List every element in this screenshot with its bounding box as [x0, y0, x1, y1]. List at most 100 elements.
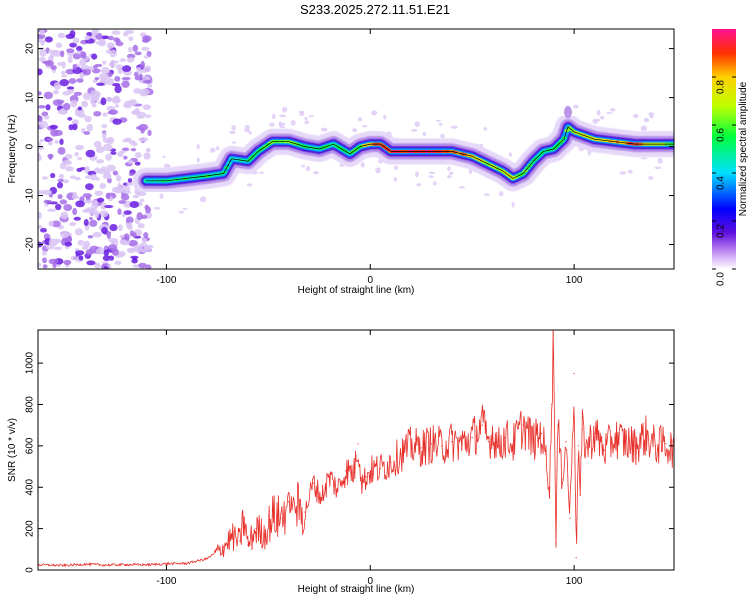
noise-speckle	[104, 204, 114, 209]
snr-data-point	[165, 563, 168, 565]
noise-speckle	[43, 115, 50, 120]
noise-speckle	[50, 65, 57, 70]
snr-data-point	[328, 476, 331, 478]
noise-speckle	[127, 46, 133, 53]
noise-speckle	[605, 111, 613, 114]
noise-speckle	[110, 151, 117, 155]
noise-speckle	[75, 144, 85, 151]
noise-speckle	[73, 216, 81, 221]
snr-data-point	[624, 441, 626, 443]
noise-speckle	[96, 159, 105, 164]
noise-speckle	[121, 76, 131, 81]
noise-speckle	[143, 232, 149, 238]
noise-speckle	[99, 72, 109, 81]
noise-speckle	[196, 157, 200, 163]
snr-data-point	[345, 470, 347, 472]
noise-speckle	[118, 250, 126, 257]
snr-data-point	[63, 564, 66, 567]
noise-speckle	[55, 203, 62, 211]
noise-speckle	[139, 88, 150, 95]
snr-data-point	[369, 470, 371, 472]
noise-speckle	[127, 248, 136, 254]
noise-speckle	[103, 143, 113, 152]
noise-speckle	[362, 125, 368, 128]
noise-speckle	[63, 179, 70, 184]
noise-speckle	[106, 42, 115, 49]
noise-speckle	[57, 194, 63, 200]
noise-speckle	[54, 140, 59, 144]
snr-data-point	[271, 515, 274, 517]
snr-data-point	[532, 441, 534, 443]
snr-data-point	[312, 482, 314, 484]
noise-speckle	[105, 97, 113, 102]
snr-data-point	[239, 540, 241, 542]
noise-speckle	[422, 131, 427, 137]
noise-speckle	[38, 33, 46, 39]
noise-speckle	[89, 173, 97, 181]
noise-speckle	[83, 219, 89, 227]
colorbar-tick-label: 0.0	[716, 272, 727, 286]
noise-speckle	[648, 176, 654, 180]
y-tick-label: 20	[25, 43, 36, 55]
snr-data-point	[304, 511, 306, 513]
snr-x-axis-label: Height of straight line (km)	[298, 584, 415, 595]
noise-speckle	[111, 30, 121, 35]
noise-speckle	[596, 118, 601, 122]
noise-speckle	[84, 115, 92, 123]
noise-speckle	[127, 178, 133, 183]
noise-speckle	[108, 244, 118, 251]
noise-speckle	[39, 49, 47, 57]
snr-data-point	[353, 472, 355, 474]
noise-speckle	[98, 38, 107, 47]
noise-speckle	[126, 57, 135, 63]
snr-data-point	[337, 488, 339, 490]
noise-speckle	[93, 110, 102, 117]
snr-data-point	[320, 496, 322, 499]
noise-speckle	[74, 228, 84, 236]
noise-speckle	[66, 48, 75, 53]
y-tick-label: 1000	[25, 352, 36, 375]
noise-speckle	[38, 225, 43, 229]
snr-data-point	[186, 562, 188, 564]
snr-data-point	[585, 447, 587, 449]
noise-speckle	[111, 83, 121, 87]
snr-data-point	[575, 556, 577, 559]
noise-speckle	[131, 141, 138, 147]
snr-data-point	[104, 564, 106, 566]
noise-speckle	[69, 42, 77, 48]
noise-speckle	[60, 70, 66, 75]
noise-speckle	[573, 104, 579, 109]
noise-speckle	[124, 137, 132, 142]
noise-speckle	[182, 207, 188, 210]
noise-speckle	[102, 255, 111, 262]
noise-speckle	[88, 216, 93, 221]
noise-speckle	[162, 155, 166, 158]
snr-data-point	[569, 517, 571, 519]
snr-plot-area	[38, 330, 674, 568]
noise-speckle	[134, 161, 141, 166]
noise-speckle	[415, 171, 419, 178]
noise-speckle	[105, 49, 111, 54]
noise-speckle	[98, 210, 109, 218]
y-tick-label: -20	[25, 237, 36, 252]
snr-data-point	[279, 517, 282, 519]
noise-speckle	[654, 166, 662, 170]
snr-data-point	[573, 372, 575, 375]
noise-speckle	[141, 39, 150, 43]
noise-speckle	[134, 75, 143, 81]
noise-speckle	[122, 32, 129, 37]
noise-speckle	[141, 46, 150, 51]
noise-speckle	[42, 189, 53, 195]
noise-speckle	[62, 159, 72, 166]
noise-speckle	[144, 114, 152, 119]
noise-speckle	[69, 222, 77, 227]
noise-speckle	[86, 260, 96, 266]
snr-data-point	[231, 536, 233, 538]
noise-speckle	[48, 49, 58, 54]
noise-speckle	[63, 102, 71, 111]
noise-speckle	[209, 147, 216, 153]
noise-speckle	[45, 104, 51, 111]
noise-speckle	[74, 176, 81, 181]
